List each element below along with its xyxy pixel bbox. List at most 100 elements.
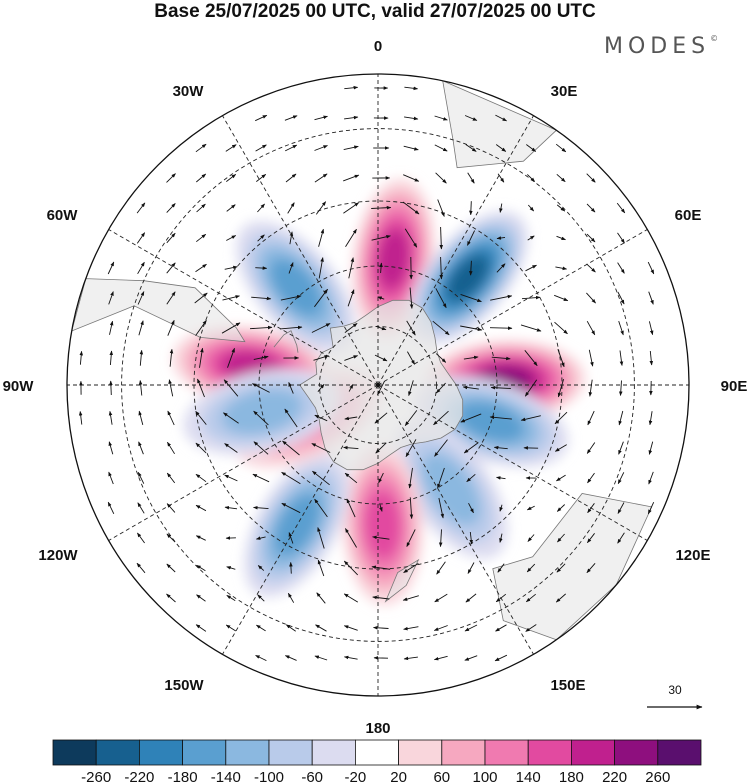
brand-name: MODES xyxy=(604,34,711,59)
wind-vector xyxy=(224,443,238,453)
colorbar-tick-label: 220 xyxy=(602,769,627,783)
wind-vector xyxy=(555,593,566,603)
wind-vector xyxy=(526,174,536,182)
wind-vector xyxy=(197,378,205,398)
wind-vector xyxy=(318,228,325,247)
wind-vector xyxy=(407,351,415,365)
wind-vector xyxy=(557,533,565,543)
wind-vector xyxy=(343,445,359,450)
wind-vector xyxy=(499,533,503,543)
lon-label-120w: 120W xyxy=(38,547,78,564)
wind-vector xyxy=(520,415,541,422)
wind-vector xyxy=(557,378,565,398)
wind-vector xyxy=(586,203,596,213)
wind-vector xyxy=(344,115,359,120)
wind-vector xyxy=(406,320,416,336)
wind-vector xyxy=(224,265,238,270)
wind-vector xyxy=(495,624,507,632)
wind-vector xyxy=(257,565,265,571)
longitude-labels: 0 30E 60E 90E 120E 150E 180 150W 120W 90… xyxy=(3,38,748,737)
wind-vector xyxy=(288,532,294,544)
wind-vector xyxy=(281,502,301,514)
wind-vector xyxy=(224,505,238,510)
wind-vector xyxy=(285,173,297,183)
wind-vector xyxy=(139,349,144,366)
wind-vector xyxy=(464,115,478,121)
wind-vector xyxy=(617,232,625,244)
brand-mark: © xyxy=(710,34,719,43)
wind-vector xyxy=(249,325,273,330)
anomaly-contour xyxy=(421,453,481,526)
colorbar-swatch xyxy=(484,739,529,766)
wind-vector xyxy=(586,173,596,183)
wind-vector xyxy=(138,320,144,336)
meridian xyxy=(108,384,379,541)
wind-vector xyxy=(136,202,146,214)
wind-vector xyxy=(586,442,596,454)
colorbar-swatch xyxy=(138,739,183,766)
wind-vector xyxy=(225,624,237,632)
wind-vector xyxy=(343,655,358,660)
anomaly-contour xyxy=(270,258,323,317)
wind-vector xyxy=(344,323,358,333)
wind-vector xyxy=(554,444,567,452)
wind-vector xyxy=(469,531,474,545)
wind-vector xyxy=(224,474,238,482)
lon-label-90e: 90E xyxy=(721,378,748,395)
anomaly-layer xyxy=(172,179,586,605)
colorbar-swatch xyxy=(571,739,616,766)
lon-label-120e: 120E xyxy=(675,547,710,564)
wind-vector xyxy=(287,592,295,603)
colorbar-tick-label: -20 xyxy=(345,769,367,783)
wind-vector xyxy=(136,562,146,574)
wind-vector xyxy=(402,595,419,601)
wind-vector xyxy=(284,144,298,152)
wind-vector xyxy=(317,559,325,577)
wind-vector xyxy=(343,174,360,182)
wind-vector xyxy=(494,654,508,662)
wind-vector xyxy=(462,385,479,390)
wind-vector xyxy=(437,467,445,489)
colorbar-swatch xyxy=(657,739,702,766)
meridian xyxy=(377,384,648,541)
wind-vector xyxy=(489,326,513,330)
wind-vector xyxy=(282,440,300,456)
wind-vector xyxy=(379,504,383,512)
colorbar-swatch xyxy=(268,739,313,766)
meridian xyxy=(108,229,379,386)
new-zealand xyxy=(384,558,420,603)
wind-vector xyxy=(586,292,596,304)
anomaly-center xyxy=(236,220,356,354)
wind-vector xyxy=(408,380,414,397)
wind-vector xyxy=(284,115,298,121)
wind-vector xyxy=(587,472,595,484)
wind-vector xyxy=(343,560,359,576)
wind-vector xyxy=(404,410,418,426)
south-america xyxy=(71,278,246,343)
wind-vector xyxy=(466,473,476,483)
wind-vector xyxy=(465,144,477,152)
wind-vector xyxy=(316,592,326,604)
anomaly-contour xyxy=(365,490,401,560)
wind-vector xyxy=(289,231,294,245)
wind-vector xyxy=(137,502,145,514)
wind-vector xyxy=(648,471,654,485)
wind-vector xyxy=(196,233,207,243)
wind-vector xyxy=(345,528,357,548)
wind-vector xyxy=(281,471,301,485)
wind-vector xyxy=(195,263,207,273)
wind-vector xyxy=(618,320,624,336)
wind-vector xyxy=(491,356,511,361)
colorbar-swatch xyxy=(311,739,356,766)
wind-vector xyxy=(496,236,506,240)
wind-vector xyxy=(405,439,417,458)
lon-label-150w: 150W xyxy=(164,677,204,694)
wind-vector xyxy=(499,504,503,512)
wind-vector xyxy=(618,380,623,396)
wind-vector xyxy=(257,594,265,602)
parallel xyxy=(121,128,635,642)
wind-vector xyxy=(435,288,447,309)
wind-vector xyxy=(648,411,653,426)
wind-vector xyxy=(496,263,506,273)
colorbar-swatch xyxy=(95,739,140,766)
